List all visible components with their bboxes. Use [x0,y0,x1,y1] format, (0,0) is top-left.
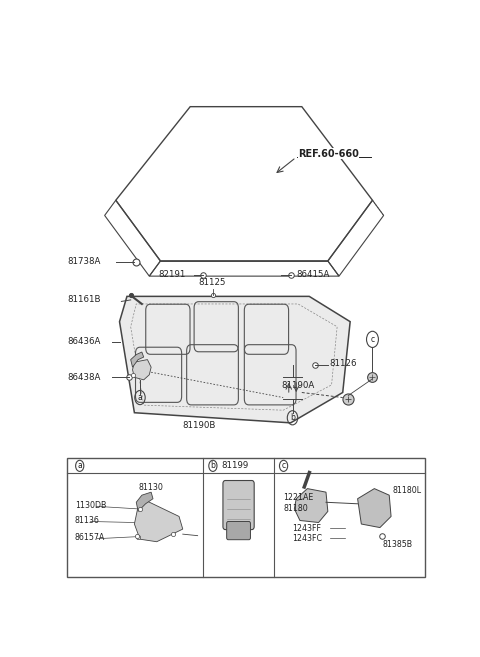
Polygon shape [358,489,391,528]
Text: c: c [371,335,374,344]
Polygon shape [136,492,153,511]
Text: 86436A: 86436A [67,338,101,346]
Text: 1243FC: 1243FC [292,533,323,543]
Text: 81130: 81130 [139,483,164,491]
Text: 81136: 81136 [75,516,100,525]
Polygon shape [132,359,151,380]
Polygon shape [131,352,144,367]
Text: 86157A: 86157A [75,533,105,542]
Text: 81738A: 81738A [67,258,101,267]
Text: REF.60-660: REF.60-660 [298,148,359,159]
Polygon shape [134,501,183,542]
FancyBboxPatch shape [223,480,254,530]
Text: a: a [138,393,143,402]
Text: c: c [281,461,286,470]
Polygon shape [120,296,350,423]
Text: 86415A: 86415A [296,270,330,279]
Text: 81125: 81125 [199,278,226,286]
Text: 81180: 81180 [283,505,308,513]
Text: 81161B: 81161B [67,296,101,304]
Bar [67,459,424,577]
Polygon shape [294,489,328,522]
Text: 1130DB: 1130DB [75,501,106,510]
Text: 82191: 82191 [158,270,186,279]
Text: 81190A: 81190A [281,382,314,390]
Text: 81126: 81126 [330,359,357,368]
Text: 86438A: 86438A [67,373,101,382]
Text: 1221AE: 1221AE [283,493,313,502]
Text: 81180L: 81180L [393,486,422,495]
Text: a: a [77,461,82,470]
Text: 81199: 81199 [222,461,249,470]
Text: 1243FF: 1243FF [292,524,322,533]
Text: 81190B: 81190B [183,421,216,430]
Text: 81385B: 81385B [383,540,413,549]
Text: b: b [290,413,295,422]
Text: b: b [210,461,216,470]
FancyBboxPatch shape [227,522,251,539]
